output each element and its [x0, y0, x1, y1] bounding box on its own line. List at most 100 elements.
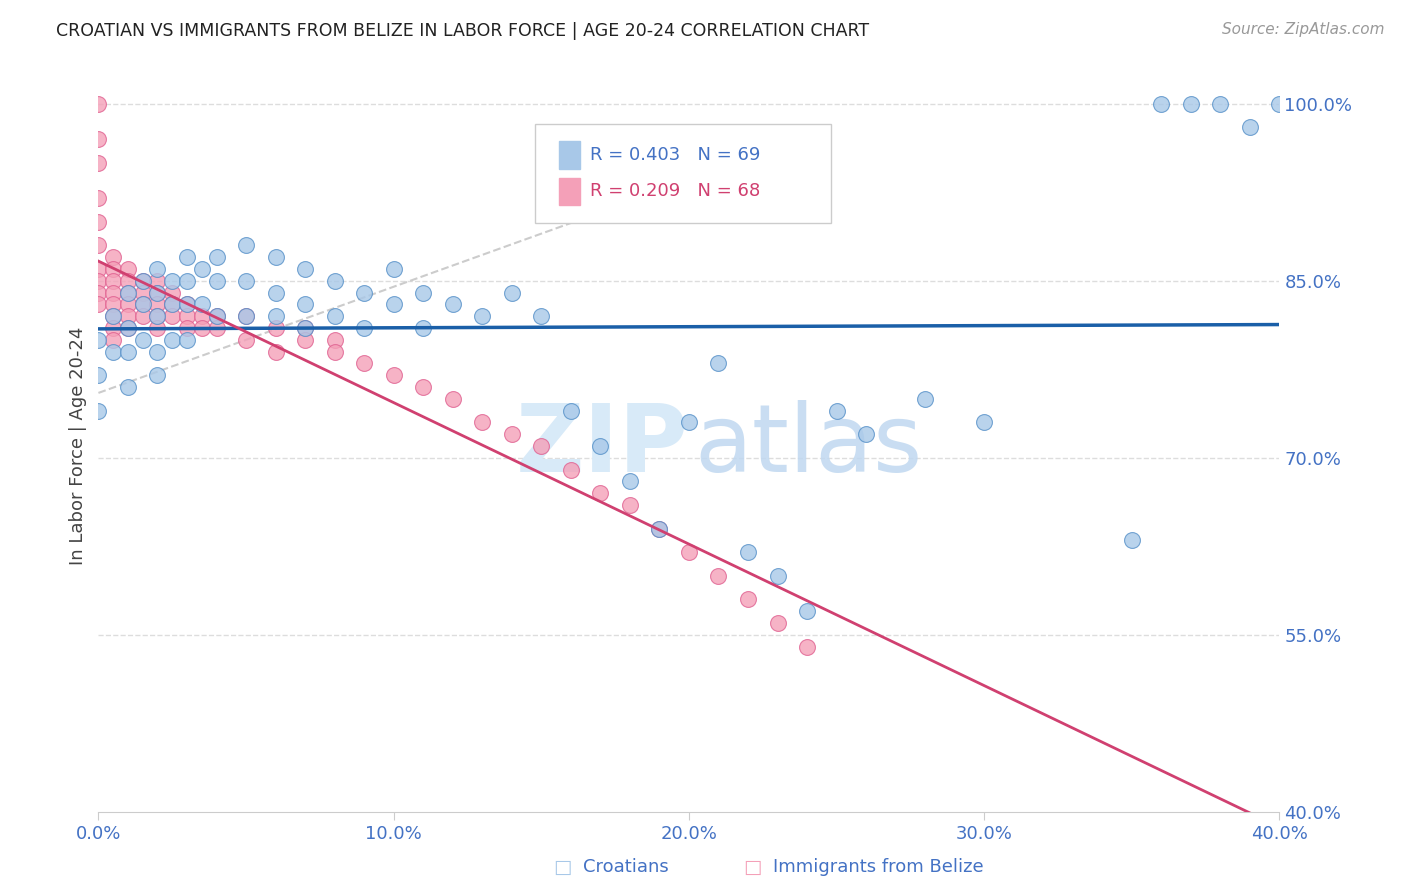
Point — [205, 321, 228, 335]
Point — [87, 215, 110, 229]
Point — [132, 297, 155, 311]
Point — [87, 297, 110, 311]
Point — [294, 333, 316, 347]
Point — [796, 640, 818, 654]
Point — [264, 250, 287, 264]
Point — [678, 416, 700, 430]
Point — [146, 368, 169, 383]
Point — [146, 344, 169, 359]
Point — [205, 310, 228, 324]
Point — [382, 297, 405, 311]
Point — [117, 380, 139, 394]
Point — [146, 262, 169, 277]
Point — [132, 333, 155, 347]
Point — [205, 274, 228, 288]
Point — [619, 498, 641, 512]
Point — [382, 368, 405, 383]
Point — [737, 592, 759, 607]
Point — [1209, 96, 1232, 111]
Point — [146, 310, 169, 324]
Point — [117, 262, 139, 277]
Point — [707, 356, 730, 370]
Point — [235, 310, 257, 324]
Point — [264, 310, 287, 324]
Point — [146, 274, 169, 288]
Point — [162, 297, 183, 311]
Point — [205, 250, 228, 264]
Point — [117, 297, 139, 311]
Point — [560, 403, 582, 417]
Point — [294, 297, 316, 311]
Point — [162, 297, 183, 311]
Point — [87, 238, 110, 252]
Bar — [560, 178, 581, 205]
Point — [471, 310, 494, 324]
Point — [825, 403, 848, 417]
Point — [855, 427, 877, 442]
Point — [560, 462, 582, 476]
Point — [323, 310, 346, 324]
Point — [678, 545, 700, 559]
Text: Croatians: Croatians — [583, 858, 669, 876]
Point — [1268, 96, 1291, 111]
Point — [117, 285, 139, 300]
Point — [132, 274, 155, 288]
Y-axis label: In Labor Force | Age 20-24: In Labor Force | Age 20-24 — [69, 326, 87, 566]
Point — [294, 262, 316, 277]
Point — [796, 604, 818, 618]
Point — [323, 274, 346, 288]
Point — [766, 615, 789, 630]
Point — [146, 321, 169, 335]
Point — [146, 297, 169, 311]
Point — [162, 310, 183, 324]
Point — [412, 321, 434, 335]
Point — [1239, 120, 1261, 135]
Point — [235, 238, 257, 252]
Point — [191, 262, 214, 277]
Text: CROATIAN VS IMMIGRANTS FROM BELIZE IN LABOR FORCE | AGE 20-24 CORRELATION CHART: CROATIAN VS IMMIGRANTS FROM BELIZE IN LA… — [56, 22, 869, 40]
Point — [501, 285, 523, 300]
Point — [87, 156, 110, 170]
Point — [1121, 533, 1143, 548]
Point — [530, 439, 553, 453]
Point — [1180, 96, 1202, 111]
Point — [737, 545, 759, 559]
Point — [235, 310, 257, 324]
Point — [1150, 96, 1173, 111]
Text: R = 0.209   N = 68: R = 0.209 N = 68 — [589, 183, 761, 201]
Point — [162, 285, 183, 300]
Point — [205, 310, 228, 324]
Point — [146, 285, 169, 300]
Point — [235, 274, 257, 288]
Point — [176, 321, 198, 335]
Point — [382, 262, 405, 277]
Point — [87, 262, 110, 277]
Point — [87, 368, 110, 383]
Point — [103, 285, 125, 300]
Point — [294, 321, 316, 335]
FancyBboxPatch shape — [536, 124, 831, 223]
Text: □: □ — [742, 857, 762, 877]
Point — [103, 250, 125, 264]
Point — [191, 297, 214, 311]
Point — [471, 416, 494, 430]
Point — [353, 285, 375, 300]
Point — [412, 285, 434, 300]
Point — [501, 427, 523, 442]
Bar — [560, 141, 581, 169]
Point — [132, 285, 155, 300]
Point — [103, 321, 125, 335]
Point — [530, 310, 553, 324]
Point — [103, 310, 125, 324]
Point — [648, 522, 671, 536]
Point — [191, 310, 214, 324]
Point — [973, 416, 995, 430]
Point — [294, 321, 316, 335]
Point — [87, 132, 110, 146]
Point — [589, 486, 612, 500]
Point — [87, 274, 110, 288]
Text: □: □ — [553, 857, 572, 877]
Point — [146, 285, 169, 300]
Text: atlas: atlas — [695, 400, 924, 492]
Point — [117, 321, 139, 335]
